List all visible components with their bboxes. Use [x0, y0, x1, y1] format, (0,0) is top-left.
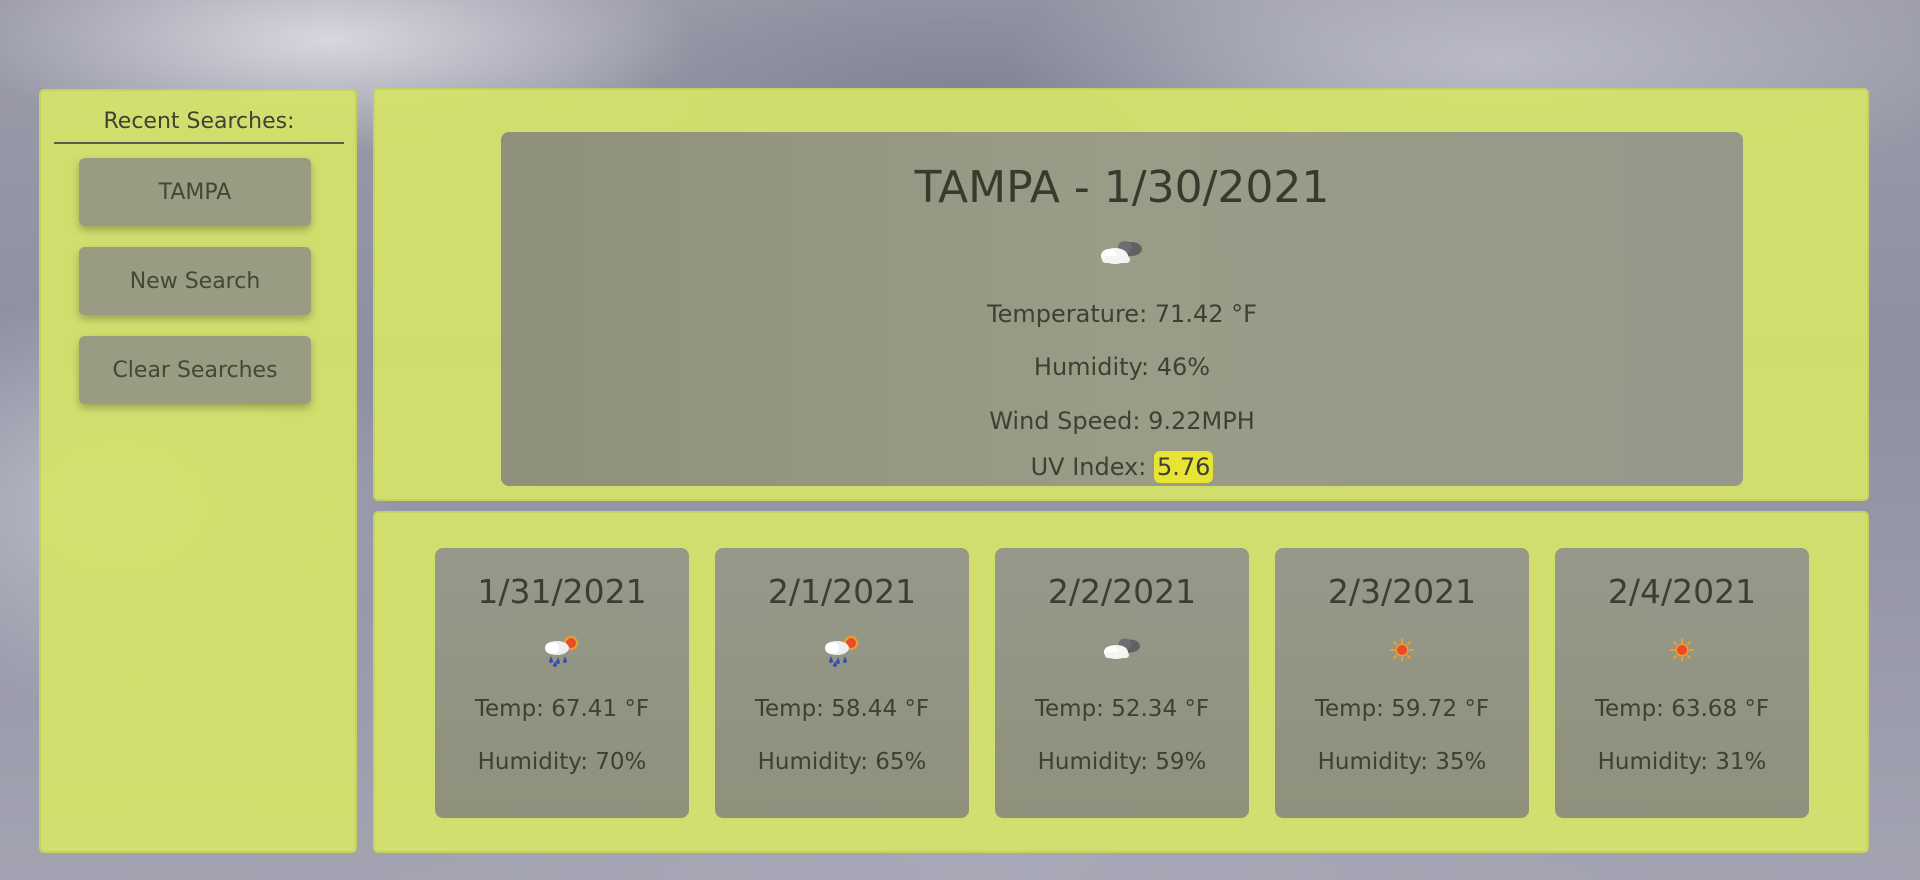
sun-icon [1670, 638, 1694, 662]
forecast-humidity: Humidity: 65% [757, 749, 927, 775]
new-search-button[interactable]: New Search [79, 247, 311, 315]
sun-icon [1390, 638, 1414, 662]
forecast-date: 2/3/2021 [1327, 572, 1477, 611]
recent-searches-sidebar: Recent Searches: TAMPA New Search Clear … [39, 89, 357, 853]
uv-index-label: UV Index: [1030, 453, 1154, 481]
forecast-humidity: Humidity: 35% [1317, 749, 1487, 775]
forecast-temperature: Temp: 58.44 °F [754, 696, 930, 722]
current-wind-speed: Wind Speed: 9.22MPH [989, 407, 1255, 435]
forecast-temperature: Temp: 63.68 °F [1594, 696, 1770, 722]
five-day-forecast-panel: 1/31/2021 Temp: 67.41 °F Humidity: 70% 2… [373, 511, 1869, 853]
current-weather-panel: TAMPA - 1/30/2021 Temperature: 71.42 °F … [373, 88, 1869, 501]
forecast-temperature: Temp: 67.41 °F [474, 696, 650, 722]
forecast-date: 2/2/2021 [1047, 572, 1197, 611]
forecast-temperature: Temp: 52.34 °F [1034, 696, 1210, 722]
forecast-temperature: Temp: 59.72 °F [1314, 696, 1490, 722]
forecast-card: 2/2/2021 Temp: 52.34 °F Humidity: 59% [995, 548, 1249, 818]
forecast-card: 2/1/2021 Temp: 58.44 °F Humidity: 65% [715, 548, 969, 818]
recent-city-button-tampa[interactable]: TAMPA [79, 158, 311, 226]
current-city-date-title: TAMPA - 1/30/2021 [914, 162, 1330, 213]
forecast-card: 1/31/2021 Temp: 67.41 °F Humidity: 70% [435, 548, 689, 818]
current-humidity: Humidity: 46% [1033, 353, 1211, 381]
clear-searches-button[interactable]: Clear Searches [79, 336, 311, 404]
cloudy-icon [1104, 638, 1140, 659]
cloudy-icon [1101, 241, 1142, 264]
forecast-date: 2/1/2021 [767, 572, 917, 611]
rain-sun-icon [825, 636, 858, 667]
forecast-card: 2/4/2021 Temp: 63.68 °F Humidity: 31% [1555, 548, 1809, 818]
forecast-humidity: Humidity: 59% [1037, 749, 1207, 775]
forecast-date: 2/4/2021 [1607, 572, 1757, 611]
rain-sun-icon [545, 636, 578, 667]
forecast-humidity: Humidity: 70% [477, 749, 647, 775]
forecast-humidity: Humidity: 31% [1597, 749, 1767, 775]
uv-index-badge: 5.76 [1153, 451, 1214, 483]
current-weather-card: TAMPA - 1/30/2021 Temperature: 71.42 °F … [501, 132, 1743, 486]
recent-searches-title: Recent Searches: [54, 109, 344, 144]
current-uv-index: UV Index: 5.76 [501, 451, 1743, 483]
current-temperature: Temperature: 71.42 °F [987, 300, 1257, 328]
forecast-card: 2/3/2021 Temp: 59.72 °F Humidity: 35% [1275, 548, 1529, 818]
forecast-date: 1/31/2021 [477, 572, 647, 611]
